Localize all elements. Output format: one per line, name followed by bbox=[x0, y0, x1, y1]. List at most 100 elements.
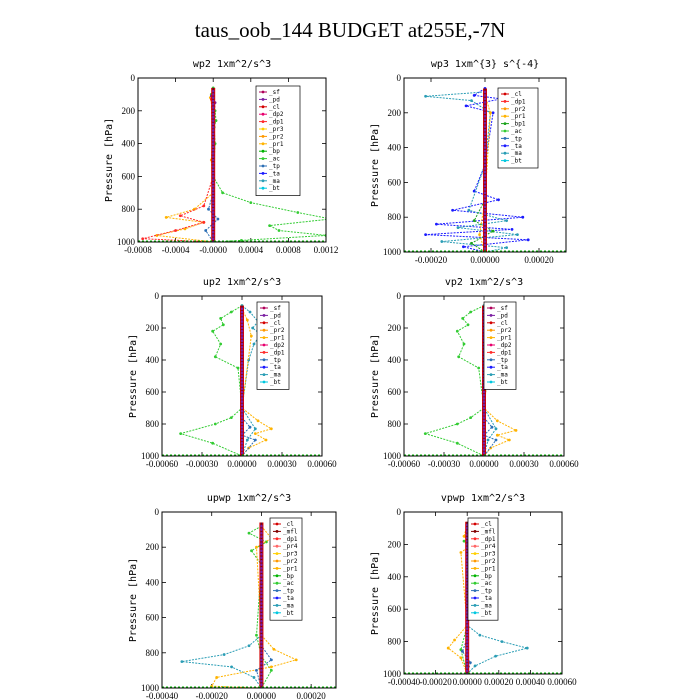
series-point_tp bbox=[494, 438, 498, 442]
legend-marker bbox=[503, 151, 507, 155]
legend-label: _ma bbox=[270, 372, 281, 379]
zero-profile-point bbox=[240, 409, 244, 413]
zero-profile-point bbox=[483, 212, 487, 216]
zero-profile-point bbox=[240, 368, 244, 371]
legend-marker bbox=[261, 135, 265, 138]
panel-vp2: vp2 1xm^2/s^3 Pressure [hPa] 0 200 400 600 800… bbox=[370, 277, 579, 469]
zero-profile-point bbox=[482, 429, 486, 432]
panel-title: up2 1xm^2/s^3 bbox=[203, 277, 281, 288]
legend-label: _dp1 bbox=[270, 349, 285, 356]
zero-profile-point bbox=[240, 448, 244, 451]
x-tick-label: -0.0004 bbox=[162, 245, 190, 255]
zero-profile-point bbox=[211, 119, 215, 122]
legend-marker bbox=[503, 137, 507, 140]
legend-label: _cl bbox=[481, 521, 492, 528]
series-point_ta bbox=[451, 208, 454, 212]
zero-profile-point bbox=[211, 129, 215, 132]
zero-profile-point bbox=[260, 626, 263, 630]
series-line_ma bbox=[466, 525, 528, 674]
zero-profile-point bbox=[240, 345, 244, 349]
zero-profile-point bbox=[482, 406, 486, 410]
legend-marker bbox=[503, 122, 507, 125]
legend-marker bbox=[262, 306, 266, 310]
series-point_ta bbox=[424, 233, 427, 237]
plot-frame bbox=[403, 511, 563, 675]
zero-profile-point bbox=[483, 111, 487, 115]
legend-marker bbox=[489, 351, 493, 354]
series-line_tp bbox=[461, 528, 471, 674]
zero-profile-point bbox=[260, 619, 263, 623]
series-point_pr1 bbox=[495, 419, 499, 423]
zero-profile-point bbox=[211, 89, 215, 93]
zero-profile-point bbox=[483, 153, 487, 156]
legend: _sf_pd_cl_pr2_pr1_dp2_dp1_tp_ta_ma_bt bbox=[256, 301, 290, 390]
zero-profile-point bbox=[211, 181, 215, 185]
x-tick-label: -0.00020 bbox=[419, 677, 452, 687]
series-point_bp1 bbox=[470, 241, 473, 245]
series-point_pr1 bbox=[245, 318, 249, 322]
x-tick-label: -0.00060 bbox=[388, 459, 421, 469]
y-axis-label: Pressure [hPa] bbox=[370, 551, 381, 635]
zero-profile-point bbox=[465, 620, 469, 624]
legend-marker bbox=[489, 358, 493, 362]
zero-profile-point bbox=[482, 409, 486, 413]
legend-label: _dp1 bbox=[497, 349, 512, 356]
legend-marker bbox=[473, 567, 477, 570]
legend-label: _pr1 bbox=[269, 141, 284, 148]
zero-profile-point bbox=[240, 416, 244, 419]
zero-profile-point bbox=[240, 387, 244, 391]
series-point_ta bbox=[510, 227, 514, 231]
zero-profile-point bbox=[465, 640, 469, 643]
zero-profile-point bbox=[211, 211, 215, 214]
zero-profile-point bbox=[240, 355, 244, 359]
zero-profile-point bbox=[483, 205, 487, 209]
zero-profile-point bbox=[211, 99, 215, 103]
series-point_ac bbox=[255, 633, 258, 637]
zero-profile-point bbox=[483, 121, 487, 125]
y-tick-label: 400 bbox=[388, 143, 402, 153]
zero-profile-point bbox=[483, 174, 487, 177]
plot-frame bbox=[137, 77, 327, 243]
legend-marker bbox=[261, 149, 265, 153]
zero-profile-point bbox=[211, 207, 215, 211]
zero-profile-point bbox=[260, 556, 263, 560]
legend-label: _bt bbox=[511, 158, 522, 165]
legend-marker bbox=[262, 380, 266, 384]
series-point_ac bbox=[179, 432, 183, 435]
series-line_pr1 bbox=[210, 525, 298, 688]
legend: _cl_dp1_pr2_pr1_bp1_ac_tp_ta_ma_bt bbox=[497, 87, 539, 169]
series-point_ma bbox=[494, 654, 498, 658]
zero-profile-point bbox=[482, 448, 486, 451]
zero-profile-point bbox=[240, 361, 244, 365]
zero-profile-point bbox=[211, 178, 215, 181]
y-tick-label: 0 bbox=[155, 291, 160, 301]
zero-profile-point bbox=[260, 647, 263, 651]
zero-profile-point bbox=[211, 135, 215, 139]
series-point_pr1 bbox=[164, 216, 168, 219]
legend-label: _pd bbox=[497, 312, 508, 319]
legend-label: _dp1 bbox=[283, 536, 298, 543]
zero-profile-point bbox=[211, 155, 215, 159]
zero-profile-point bbox=[465, 650, 469, 653]
y-tick-label: 200 bbox=[122, 106, 136, 116]
zero-profile-point bbox=[482, 425, 486, 429]
zero-profile-point bbox=[260, 605, 263, 609]
series-line_dp1 bbox=[142, 92, 214, 242]
zero-profile-point bbox=[482, 403, 486, 407]
legend-marker bbox=[275, 596, 279, 600]
zero-profile-point bbox=[240, 336, 244, 339]
zero-profile-point bbox=[211, 93, 215, 96]
zero-profile-point bbox=[483, 240, 487, 243]
zero-profile-point bbox=[211, 221, 215, 224]
zero-profile-point bbox=[240, 406, 244, 410]
legend-label: _pr4 bbox=[481, 543, 496, 550]
legend-label: _pr2 bbox=[269, 133, 284, 140]
panel-vpwp: vpwp 1xm^2/s^3 Pressure [hPa] 0 200 400 600 80… bbox=[370, 493, 577, 687]
x-tick-label: -0.0000 bbox=[199, 245, 227, 255]
zero-profile-point bbox=[465, 630, 469, 634]
zero-profile-point bbox=[240, 320, 244, 323]
zero-profile-point bbox=[465, 637, 469, 640]
legend-marker bbox=[473, 537, 477, 541]
series-point_ma bbox=[467, 208, 471, 212]
y-tick-label: 400 bbox=[388, 355, 402, 365]
